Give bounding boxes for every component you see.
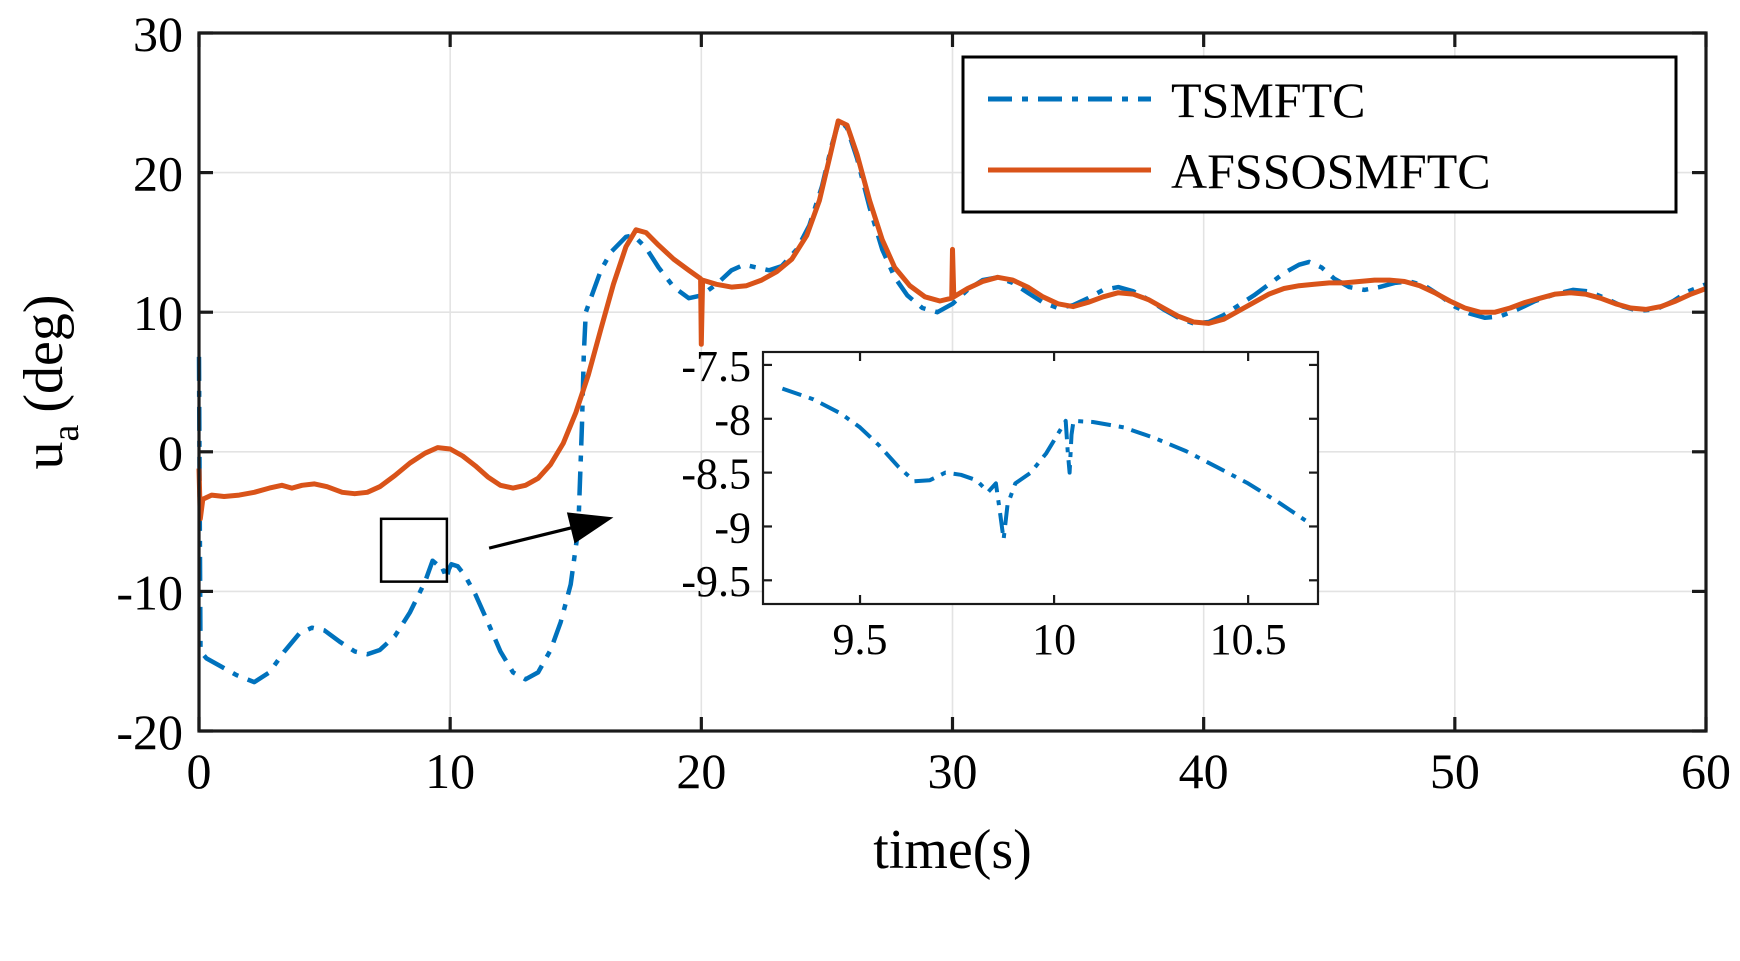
- x-tick-label: 10: [425, 743, 475, 799]
- x-axis-label: time(s): [873, 819, 1032, 881]
- inset-ticks: [763, 352, 1318, 604]
- x-tick-label: 20: [676, 743, 726, 799]
- series-afssosmftc: [196, 118, 1707, 522]
- x-tick-label: 60: [1681, 743, 1731, 799]
- y-tick-label: 20: [133, 146, 183, 202]
- inset-y-tick-label: -8: [714, 396, 751, 445]
- legend-label: AFSSOSMFTC: [1171, 143, 1491, 199]
- main-axes: [197, 31, 1708, 733]
- inset-y-tick-label: -9: [714, 503, 751, 552]
- inset-y-tick-label: -9.5: [681, 557, 751, 606]
- y-tick-label: 30: [133, 6, 183, 62]
- x-tick-label: 0: [187, 743, 212, 799]
- tick-labels: 0 10 20 30 40 50 60 -20 -10 0 10 20 30: [116, 6, 1731, 799]
- x-tick-label: 50: [1430, 743, 1480, 799]
- inset-x-tick-label: 9.5: [833, 615, 888, 664]
- inset-x-tick-label: 10.5: [1210, 615, 1287, 664]
- y-tick-label: -20: [116, 704, 183, 760]
- y-tick-label: 0: [158, 425, 183, 481]
- legend-entry-tsmftc: TSMFTC: [988, 72, 1366, 128]
- x-tick-label: 30: [928, 743, 978, 799]
- zoom-arrow-head: [566, 512, 614, 544]
- inset-x-tick-label: 10: [1032, 615, 1076, 664]
- legend-label: TSMFTC: [1171, 72, 1366, 128]
- inset-series-tsmftc: [781, 386, 1308, 542]
- inset-axes: 9.5 10 10.5 -7.5 -8-8.5 -9 -9.5: [681, 342, 1320, 664]
- zoom-box: [379, 517, 449, 583]
- y-tick-label: 10: [133, 285, 183, 341]
- inset-tick-labels: 9.5 10 10.5 -7.5 -8-8.5 -9 -9.5: [681, 342, 1286, 664]
- inset-y-tick-label: -8.5: [681, 449, 751, 498]
- inset-y-tick-label: -7.5: [681, 342, 751, 391]
- x-tick-label: 40: [1179, 743, 1229, 799]
- inset-box: [761, 350, 1320, 606]
- legend-entry-afssosmftc: AFSSOSMFTC: [988, 143, 1491, 199]
- series-group: [196, 117, 1707, 685]
- y-axis-label: ua(deg): [13, 294, 87, 469]
- legend-box: [961, 55, 1678, 214]
- y-tick-label: -10: [116, 564, 183, 620]
- zoom-arrow-line: [488, 524, 577, 550]
- legend: TSMFTC AFSSOSMFTC: [961, 55, 1678, 214]
- zoom-arrow: [488, 512, 614, 550]
- series-tsmftc: [196, 117, 1707, 685]
